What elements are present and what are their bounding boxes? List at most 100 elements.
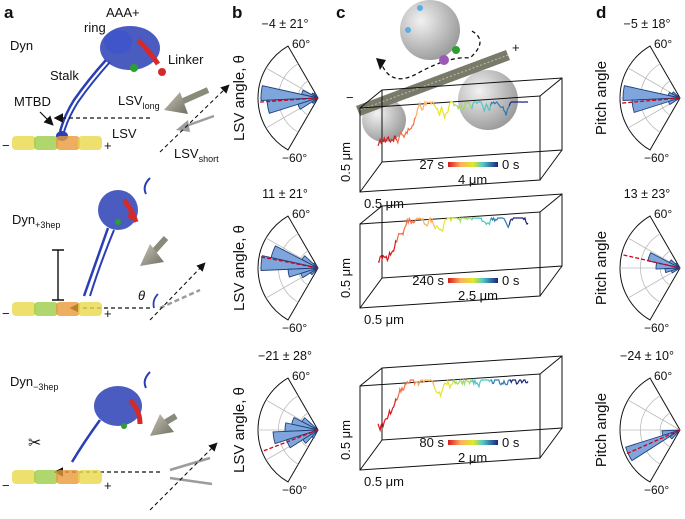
box-edge: [539, 77, 563, 97]
mtbd-pointer: [39, 111, 54, 126]
polar-frame: [257, 45, 319, 151]
microtubule-2: [12, 302, 102, 316]
lsv-arrow: [176, 120, 190, 132]
trajectory-segment: [471, 217, 492, 226]
angle-stat-label: 13 ± 23°: [624, 187, 671, 201]
polar-frame: [257, 215, 319, 321]
aaa-label: AAA+: [106, 5, 140, 20]
tick-label-top: 60°: [292, 207, 310, 221]
trajectory-segment: [509, 379, 529, 385]
trajectory-segment: [433, 378, 454, 399]
box-edge: [359, 439, 383, 471]
tick-label-bottom: −60°: [644, 483, 669, 497]
rotation-arrow-2: [143, 177, 151, 195]
extension-bracket: [52, 249, 64, 301]
trajectory-segment: [489, 101, 510, 116]
z-scale-label: 0.5 μm: [364, 474, 404, 489]
pitch-polar-plot-2: 13 ± 23° 60° −60° Pitch angle: [593, 187, 681, 335]
mt-minus-2: −: [2, 306, 10, 321]
angle-stat-label: −5 ± 18°: [624, 17, 671, 31]
y-scale-label: 0.5 μm: [338, 420, 353, 460]
stalk-3: [70, 419, 102, 463]
polar-axis-label: LSV angle, θ: [231, 387, 248, 473]
polar-grid-spoke: [627, 399, 681, 431]
dyn-row-2: Dyn+3hep θ − +: [2, 177, 206, 321]
time-max-label: 240 s: [412, 273, 444, 288]
trajectory-segment: [396, 216, 417, 243]
tick-label-top: 60°: [292, 369, 310, 383]
tick-label-top: 60°: [654, 369, 672, 383]
tick-label-bottom: −60°: [282, 321, 307, 335]
z-scale-label: 0.5 μm: [364, 196, 404, 211]
polar-bar: [625, 429, 681, 462]
tick-label-bottom: −60°: [282, 483, 307, 497]
mean-angle-line: [258, 255, 319, 269]
stalk-2: [82, 227, 110, 297]
box-edge: [539, 265, 563, 297]
panel-b: b −4 ± 21° 60° −60° LSV angle, θ 11 ± 21° 60…: [231, 3, 319, 497]
y-scale-label: 0.5 μm: [338, 142, 353, 182]
lsv-arrow-2: [140, 244, 164, 266]
time-max-label: 27 s: [419, 157, 444, 172]
dyn-row-1: Dyn AAA+ ring Linker Stalk MTBD LSVl: [2, 5, 230, 164]
ring-label: ring: [84, 20, 106, 35]
box-edge: [359, 161, 383, 193]
lsv-short-label: LSVshort: [174, 146, 219, 164]
box-edge: [539, 427, 563, 459]
aaa-ring-head-2: [98, 190, 138, 230]
trajectory-3d-plot-3: 80 s 0 s 2 μm 0.5 μm 0.5 μm: [338, 355, 563, 489]
angle-stat-label: −21 ± 28°: [258, 349, 312, 363]
trajectory-segment: [452, 101, 473, 112]
lsv-arrow-3: [150, 414, 174, 436]
dyn-row-3: Dyn−3hep ✂ − +: [2, 371, 218, 511]
mt-minus-1: −: [2, 138, 10, 153]
mtbd-label: MTBD: [14, 94, 51, 109]
mt-minus-c: −: [346, 90, 354, 105]
panel-d: d −5 ± 18° 60° −60° Pitch angle 13 ± 23° 60°…: [593, 3, 681, 497]
trajectory-segment: [453, 216, 473, 224]
mean-angle-line: [620, 97, 681, 104]
polar-bar: [667, 97, 681, 106]
bead-top: [400, 0, 460, 60]
box-edge: [359, 89, 383, 109]
box-back-face: [381, 193, 563, 279]
polar-axis-label: Pitch angle: [593, 231, 610, 305]
polar-frame: [257, 377, 319, 483]
lsv-polar-plot-2: 11 ± 21° 60° −60° LSV angle, θ: [231, 187, 319, 335]
polar-bar: [285, 429, 319, 449]
linker-domain: [136, 38, 161, 66]
trajectory-segment: [508, 216, 529, 226]
angle-stat-label: −4 ± 21°: [262, 17, 309, 31]
polar-grid-spoke: [627, 267, 681, 299]
trajectory-segment: [414, 100, 435, 118]
trajectory-segment: [489, 216, 510, 229]
trajectory-segment: [471, 377, 491, 389]
box-edge: [539, 149, 563, 181]
mean-angle-line: [258, 97, 319, 103]
mt-plus-3: +: [104, 478, 112, 493]
tick-label-top: 60°: [292, 37, 310, 51]
trajectory-segment: [415, 379, 435, 388]
panel-letter-a: a: [4, 3, 14, 22]
dyn-row-2-name: Dyn+3hep: [12, 212, 60, 230]
polar-frame: [619, 377, 681, 483]
mean-angle-line: [261, 429, 319, 453]
trajectory-segment: [490, 379, 510, 386]
panel-a: a Dyn AAA+ ring Linker Stalk MTBD: [2, 3, 230, 511]
polar-bar: [302, 429, 319, 444]
angle-stat-label: 11 ± 21°: [262, 187, 308, 201]
polar-bar: [622, 85, 681, 101]
lsv-polar-plot-3: −21 ± 28° 60° −60° LSV angle, θ: [231, 349, 319, 497]
polar-bar: [311, 429, 319, 439]
mt-plus-c: +: [512, 40, 520, 55]
trajectory-3d-plot-1: 27 s 0 s 4 μm 0.5 μm 0.5 μm: [338, 77, 563, 211]
trajectory-segment: [415, 216, 435, 227]
linker-bead: [158, 68, 166, 76]
polar-axis-label: Pitch angle: [593, 393, 610, 467]
x-scale-label: 2 μm: [458, 450, 487, 465]
polar-bar: [311, 97, 319, 104]
box-edge: [359, 367, 383, 387]
microtubule-1: [12, 136, 102, 150]
lsv-long-label: LSVlong: [118, 93, 160, 111]
theta-label: θ: [138, 288, 145, 303]
